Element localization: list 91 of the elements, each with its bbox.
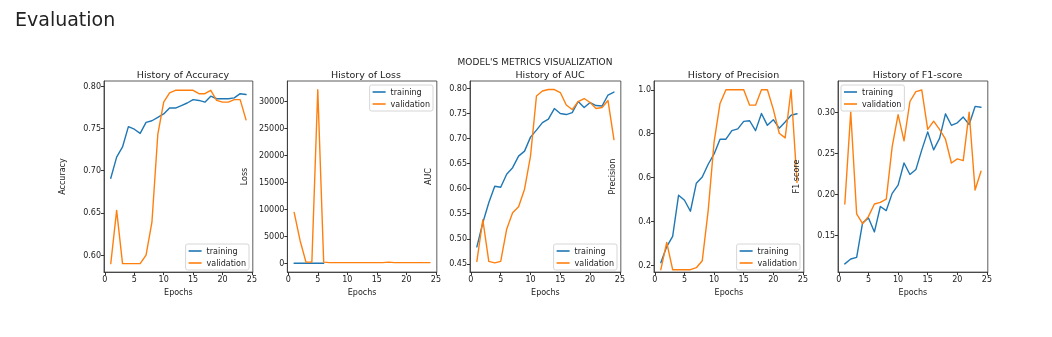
y-tick-label: 0.80 [83, 81, 101, 91]
line-series [110, 89, 247, 265]
y-tick-label: 0.50 [449, 234, 467, 244]
x-tick-label: 15 [188, 274, 199, 284]
chart-title: History of F1-score [872, 68, 963, 80]
y-tick-label: 0.30 [817, 107, 835, 117]
y-tick-label: 0.4 [638, 217, 651, 227]
x-tick-label: 5 [865, 274, 872, 284]
line-series [660, 112, 798, 264]
y-tick-label: 0.75 [449, 109, 467, 119]
y-tick-label: 1.0 [638, 85, 651, 95]
x-tick-label: 15 [738, 274, 749, 284]
x-tick-label: 5 [315, 274, 321, 284]
text: Evaluation [15, 7, 116, 30]
legend-label: training [574, 246, 606, 256]
y-tick-label: 0.45 [449, 259, 467, 269]
x-axis-title: Epochs [898, 287, 928, 297]
x-axis-title: Epochs [714, 287, 744, 297]
x-tick-label: 25 [797, 274, 809, 284]
y-tick-label: 0.75 [83, 123, 101, 133]
y-tick-label: 0.65 [449, 159, 467, 169]
legend-label: training [206, 246, 238, 256]
legend-label: validation [757, 258, 797, 268]
y-axis-title: Precision [607, 158, 617, 195]
y-tick-label: 0.8 [638, 129, 651, 139]
x-tick-label: 10 [525, 274, 536, 284]
x-tick-label: 15 [922, 274, 933, 284]
legend-label: training [757, 246, 789, 256]
y-tick-label: 10000 [258, 204, 285, 214]
x-tick-label: 0 [836, 274, 842, 284]
x-tick-label: 10 [709, 274, 720, 284]
y-tick-label: 30000 [258, 96, 285, 106]
x-tick-label: 5 [131, 274, 137, 284]
x-tick-label: 20 [585, 274, 596, 284]
y-tick-label: 5000 [263, 231, 285, 241]
y-tick-label: 0.70 [83, 166, 101, 176]
y-axis-title: Loss [239, 167, 249, 186]
x-tick-label: 10 [158, 274, 169, 284]
x-tick-label: 0 [468, 274, 474, 284]
y-tick-label: 0.80 [449, 84, 467, 94]
y-tick-label: 0.60 [449, 184, 467, 194]
y-tick-label: 0.70 [449, 134, 467, 144]
x-tick-label: 10 [342, 274, 353, 284]
chart-title: History of AUC [515, 68, 585, 80]
y-tick-label: 0 [279, 258, 285, 268]
line-series [293, 88, 431, 264]
x-tick-label: 15 [371, 274, 382, 284]
line-series [844, 89, 982, 225]
y-tick-label: 0.15 [817, 230, 835, 240]
x-axis-title: Epochs [531, 287, 560, 297]
y-tick-label: 20000 [258, 150, 285, 160]
y-tick-label: 0.55 [449, 209, 467, 219]
legend-label: training [862, 87, 893, 97]
legend-label: validation [862, 99, 902, 109]
text: MODEL'S METRICS VISUALIZATION [457, 56, 613, 67]
chart-title: History of Precision [687, 68, 780, 80]
x-tick-label: 5 [681, 274, 688, 284]
x-tick-label: 25 [614, 274, 626, 284]
y-tick-label: 25000 [258, 123, 285, 133]
legend-label: validation [390, 99, 430, 109]
legend-label: validation [206, 258, 246, 268]
x-tick-label: 25 [246, 274, 258, 284]
y-axis-title: AUC [423, 167, 433, 186]
y-tick-label: 0.6 [638, 173, 651, 183]
y-tick-label: 0.65 [83, 208, 101, 218]
y-axis-title: Accuracy [57, 158, 67, 195]
y-tick-label: 0.25 [817, 148, 835, 158]
line-series [844, 105, 982, 265]
chart-title: History of Loss [331, 68, 401, 80]
x-tick-label: 20 [401, 274, 412, 284]
x-tick-label: 20 [768, 274, 779, 284]
x-tick-label: 15 [555, 274, 566, 284]
x-tick-label: 25 [981, 274, 993, 284]
y-axis-title: F1 score [791, 159, 801, 194]
x-tick-label: 25 [430, 274, 442, 284]
chart-title: History of Accuracy [136, 68, 230, 80]
y-tick-label: 15000 [258, 177, 285, 187]
x-tick-label: 0 [652, 274, 658, 284]
x-axis-title: Epochs [164, 287, 193, 297]
legend-label: validation [574, 258, 614, 268]
line-series [660, 89, 798, 271]
x-tick-label: 20 [217, 274, 228, 284]
y-tick-label: 0.20 [817, 189, 835, 199]
legend-label: training [390, 87, 422, 97]
x-tick-label: 0 [102, 274, 108, 284]
x-tick-label: 20 [952, 274, 963, 284]
y-tick-label: 0.2 [638, 261, 651, 271]
x-axis-title: Epochs [347, 287, 377, 297]
x-tick-label: 10 [893, 274, 904, 284]
x-tick-label: 5 [498, 274, 504, 284]
y-tick-label: 0.60 [83, 250, 101, 260]
